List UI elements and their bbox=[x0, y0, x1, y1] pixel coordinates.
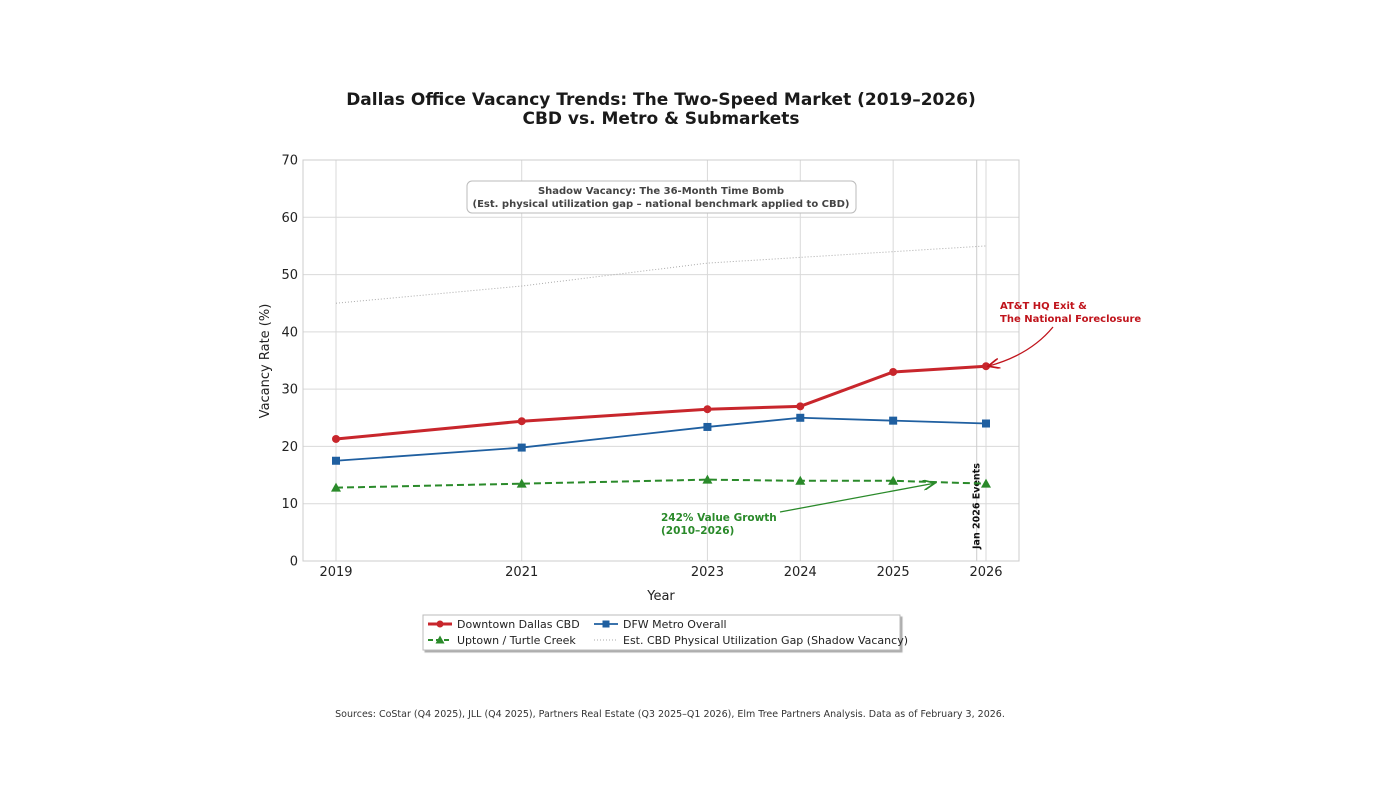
x-tick-label: 2021 bbox=[505, 565, 538, 580]
data-point bbox=[332, 456, 340, 465]
series-line-3 bbox=[335, 245, 987, 304]
legend-marker bbox=[435, 635, 445, 644]
y-axis-label: Vacancy Rate (%) bbox=[258, 304, 273, 419]
legend-label: DFW Metro Overall bbox=[623, 618, 727, 631]
series-layer bbox=[331, 245, 991, 492]
legend-label: Est. CBD Physical Utilization Gap (Shado… bbox=[623, 634, 908, 647]
x-tick-label: 2023 bbox=[691, 565, 724, 580]
chart-subtitle: CBD vs. Metro & Submarkets bbox=[522, 109, 799, 129]
x-axis: 2019 2021 2023 2024 2025 2026 bbox=[319, 565, 1002, 580]
y-tick-label: 20 bbox=[281, 440, 298, 455]
growth-annotation-arrow bbox=[779, 483, 935, 513]
att-annotation-arrow bbox=[988, 326, 1054, 366]
data-point bbox=[517, 417, 526, 426]
event-line-label: Jan 2026 Events bbox=[972, 463, 983, 550]
y-tick-label: 40 bbox=[281, 325, 298, 340]
data-point bbox=[517, 443, 526, 452]
att-annotation-line2: The National Foreclosure bbox=[1000, 314, 1141, 325]
x-tick-label: 2026 bbox=[969, 565, 1002, 580]
data-point bbox=[888, 475, 899, 485]
legend-box bbox=[422, 614, 901, 651]
y-axis: 0 10 20 30 40 50 60 70 bbox=[281, 154, 298, 570]
x-axis-label: Year bbox=[646, 589, 675, 604]
shadow-vacancy-box bbox=[466, 180, 857, 214]
data-point bbox=[332, 434, 340, 443]
data-point bbox=[889, 416, 898, 425]
grid bbox=[303, 159, 1019, 562]
x-tick-label: 2024 bbox=[784, 565, 817, 580]
legend-label: Downtown Dallas CBD bbox=[457, 618, 580, 631]
y-tick-label: 10 bbox=[281, 497, 298, 512]
series-line-2 bbox=[335, 478, 987, 489]
data-point bbox=[703, 405, 712, 414]
chart-title: Dallas Office Vacancy Trends: The Two-Sp… bbox=[346, 90, 976, 110]
shadow-box-line2: (Est. physical utilization gap – nationa… bbox=[473, 199, 850, 210]
legend-marker bbox=[436, 620, 444, 628]
series-line-0 bbox=[335, 364, 987, 441]
x-tick-label: 2025 bbox=[877, 565, 910, 580]
y-tick-label: 60 bbox=[281, 211, 298, 226]
x-tick-label: 2019 bbox=[319, 565, 352, 580]
data-point bbox=[703, 422, 712, 431]
source-note: Sources: CoStar (Q4 2025), JLL (Q4 2025)… bbox=[335, 709, 1005, 720]
data-point bbox=[331, 482, 341, 492]
plot-frame bbox=[302, 159, 1020, 562]
y-tick-label: 50 bbox=[281, 268, 298, 283]
legend: Downtown Dallas CBD Uptown / Turtle Creek… bbox=[422, 614, 908, 651]
growth-annotation-line1: 242% Value Growth bbox=[661, 512, 777, 524]
data-point bbox=[516, 478, 527, 488]
data-point bbox=[796, 413, 805, 422]
y-tick-label: 30 bbox=[281, 383, 298, 398]
data-point bbox=[795, 475, 806, 485]
data-point bbox=[702, 474, 713, 484]
data-point bbox=[982, 419, 990, 428]
series-line-1 bbox=[335, 416, 987, 462]
y-tick-label: 0 bbox=[290, 555, 298, 570]
legend-label: Uptown / Turtle Creek bbox=[457, 634, 576, 647]
data-point bbox=[796, 402, 805, 411]
legend-marker bbox=[602, 620, 610, 628]
data-point bbox=[981, 478, 991, 488]
y-tick-label: 70 bbox=[281, 154, 298, 169]
att-annotation-line1: AT&T HQ Exit & bbox=[1000, 301, 1087, 312]
growth-annotation-line2: (2010–2026) bbox=[661, 525, 734, 537]
shadow-box-line1: Shadow Vacancy: The 36-Month Time Bomb bbox=[538, 186, 784, 197]
data-point bbox=[889, 367, 898, 376]
